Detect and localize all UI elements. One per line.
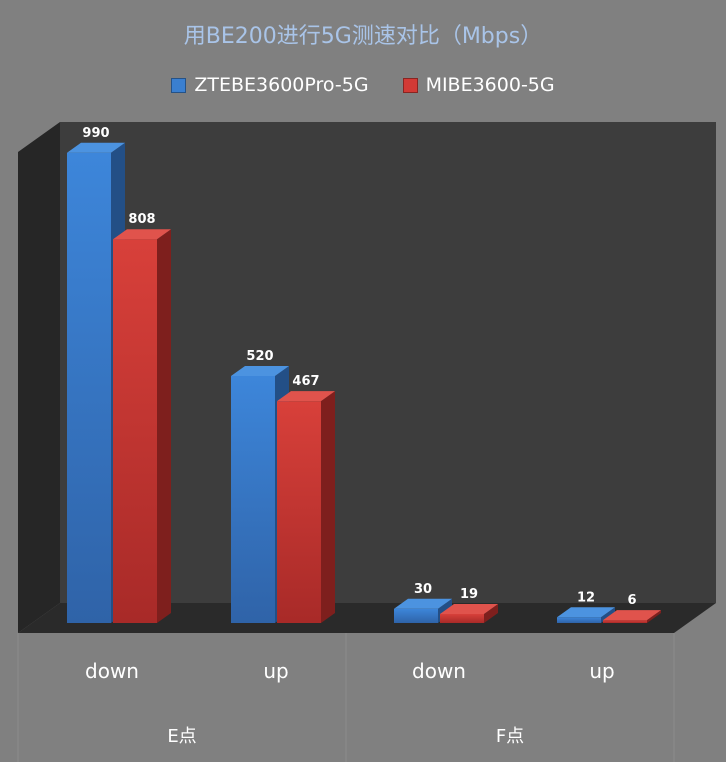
value-label-2-2: 467 xyxy=(292,374,319,389)
value-label-1-1: 990 xyxy=(82,126,109,141)
bar-1-4 xyxy=(557,607,615,623)
value-label-1-2: 520 xyxy=(246,349,273,364)
legend-swatch-series-1 xyxy=(171,77,187,93)
group-label-2: F点 xyxy=(496,726,524,747)
chart-title: 用BE200进行5G测速对比（Mbps） xyxy=(183,24,543,49)
legend-entry-series-1: ZTEBE3600Pro-5G xyxy=(171,74,369,96)
value-label-1-3: 30 xyxy=(414,582,432,597)
bar-2-3 xyxy=(440,603,498,623)
bar-2-1 xyxy=(113,229,171,623)
value-label-2-3: 19 xyxy=(460,587,478,602)
value-label-2-4: 6 xyxy=(627,593,636,608)
bar-2-2 xyxy=(277,391,335,623)
legend-label-series-1: ZTEBE3600Pro-5G xyxy=(194,74,369,96)
category-label-4: up xyxy=(589,659,614,683)
group-label-1: E点 xyxy=(167,726,196,747)
legend-label-series-2: MIBE3600-5G xyxy=(425,74,555,96)
legend-entry-series-2: MIBE3600-5G xyxy=(402,74,555,96)
category-label-3: down xyxy=(412,659,466,683)
value-label-2-1: 808 xyxy=(128,212,155,227)
legend: ZTEBE3600Pro-5G MIBE3600-5G xyxy=(0,74,726,96)
category-label-1: down xyxy=(85,659,139,683)
floor xyxy=(18,603,716,633)
side-wall xyxy=(18,122,60,633)
bar-2-4 xyxy=(603,610,661,623)
category-label-2: up xyxy=(263,659,288,683)
legend-swatch-series-2 xyxy=(402,77,418,93)
back-wall xyxy=(60,122,716,603)
value-label-1-4: 12 xyxy=(577,590,595,605)
